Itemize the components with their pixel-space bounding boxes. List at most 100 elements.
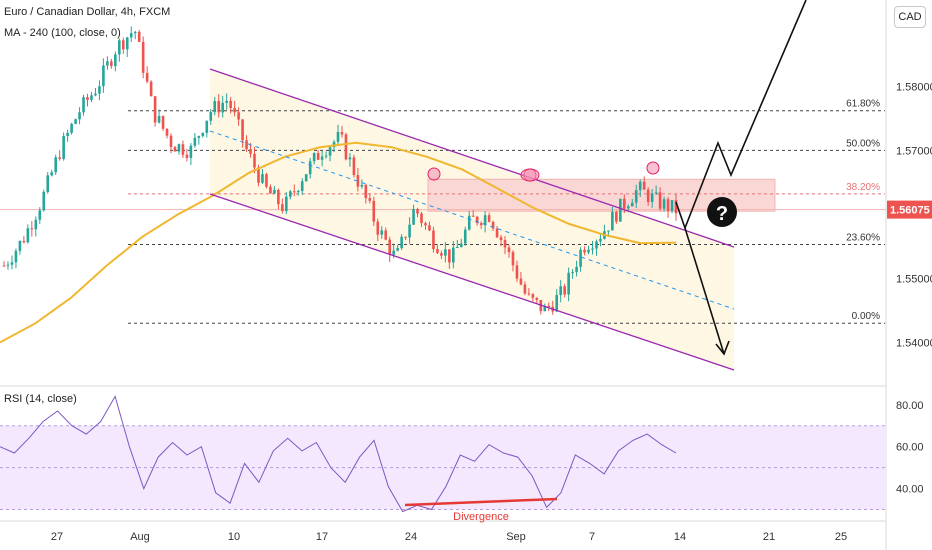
candle-body — [535, 297, 539, 300]
candle-body — [662, 199, 666, 209]
candle-body — [320, 156, 324, 160]
rsi-tick-label: 60.00 — [896, 442, 924, 454]
candle-body — [619, 198, 622, 222]
rsi-line — [0, 395, 677, 513]
candle-body — [277, 189, 280, 205]
candle-body — [74, 119, 77, 124]
candle-body — [229, 100, 232, 108]
candle-body — [491, 221, 495, 229]
time-tick-label: 27 — [51, 531, 63, 543]
candle-body — [674, 200, 678, 214]
candle-body — [412, 208, 415, 225]
channel-upper-line — [209, 68, 735, 248]
candle-body — [213, 101, 217, 113]
candle-body — [281, 204, 284, 212]
candle-body — [630, 202, 634, 207]
candle-body — [519, 278, 523, 285]
candle-body — [511, 252, 515, 266]
candle-body — [515, 265, 519, 279]
candle-body — [479, 223, 483, 226]
candle-body — [18, 240, 22, 251]
candle-body — [328, 147, 332, 156]
candle-body — [658, 192, 662, 209]
candle-body — [58, 157, 61, 159]
candle-body — [221, 102, 224, 113]
divergence-line — [404, 497, 558, 507]
candle-body — [591, 248, 594, 250]
candle-body — [376, 221, 380, 235]
candle-body — [571, 272, 574, 274]
price-tick-label: 1.57000 — [896, 145, 932, 157]
time-tick-label: Aug — [130, 531, 150, 543]
candle-body — [599, 238, 602, 242]
fib-level-label: 23.60% — [846, 232, 880, 243]
candle-body — [368, 198, 372, 201]
candle-body — [233, 107, 236, 113]
candle-body — [531, 294, 535, 298]
candle-body — [173, 147, 177, 152]
candle-body — [352, 157, 356, 176]
candle-body — [50, 172, 54, 176]
candle-body — [82, 97, 85, 113]
time-tick-label: 25 — [835, 531, 847, 543]
candle-body — [670, 200, 674, 211]
candle-body — [66, 132, 69, 137]
candle-body — [340, 132, 344, 135]
candle-body — [102, 65, 105, 87]
candle-body — [161, 115, 165, 129]
candle-body — [650, 193, 654, 202]
time-tick-label: 21 — [763, 531, 775, 543]
rsi-tick-label: 40.00 — [896, 484, 924, 496]
candle-body — [356, 175, 360, 187]
candle-body — [2, 265, 6, 267]
candle-body — [583, 249, 586, 253]
candle-body — [456, 247, 459, 249]
candle-body — [579, 249, 582, 267]
candle-body — [575, 266, 578, 273]
rsi-tick-label: 80.00 — [896, 400, 924, 412]
candle-body — [467, 215, 471, 230]
candle-body — [6, 264, 10, 266]
candle-body — [324, 155, 328, 157]
time-tick-label: 24 — [405, 531, 417, 543]
candle-body — [34, 219, 38, 230]
candle-body — [296, 191, 300, 193]
candle-body — [559, 286, 562, 296]
candle-body — [70, 123, 73, 133]
candle-body — [38, 210, 42, 220]
symbol-title: Euro / Canadian Dollar, 4h, FXCM — [4, 6, 171, 18]
channel-fill — [210, 69, 734, 370]
candle-body — [444, 249, 447, 256]
candle-body — [197, 136, 201, 138]
candle-body — [273, 189, 276, 194]
candle-body — [308, 161, 312, 175]
candle-body — [404, 236, 407, 238]
last-price-badge — [887, 200, 932, 219]
candle-body — [495, 228, 499, 238]
candle-body — [316, 153, 320, 160]
candle-body — [384, 230, 388, 240]
candle-body — [475, 216, 479, 224]
candle-body — [125, 37, 129, 50]
ma-legend: MA - 240 (100, close, 0) — [4, 27, 121, 39]
price-tick-label: 1.54000 — [896, 337, 932, 349]
candle-body — [654, 192, 658, 194]
candle-body — [145, 72, 149, 82]
candle-body — [14, 250, 18, 263]
candle-body — [269, 186, 272, 194]
candle-body — [483, 215, 487, 226]
candle-body — [121, 40, 125, 50]
bearish-scenario-arrow — [684, 227, 725, 355]
candle-body — [448, 249, 451, 263]
currency-button[interactable]: CAD — [894, 6, 926, 28]
question-badge — [707, 197, 737, 227]
candle-body — [86, 97, 89, 100]
rsi-legend: RSI (14, close) — [4, 393, 77, 405]
fib-level-label: 61.80% — [846, 99, 880, 110]
candle-body — [344, 134, 348, 160]
candle-body — [129, 33, 133, 38]
fib-level-label: 50.00% — [846, 138, 880, 149]
candle-body — [265, 174, 268, 187]
candle-body — [217, 101, 221, 113]
candle-body — [42, 191, 46, 211]
